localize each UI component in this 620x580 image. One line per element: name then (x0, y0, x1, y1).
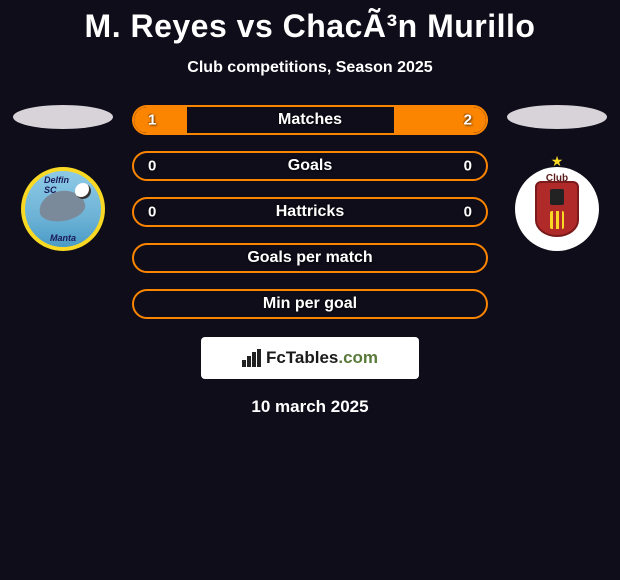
stat-bar: Goals per match (132, 243, 488, 273)
bar-chart-icon (242, 349, 262, 367)
left-player-silhouette (13, 105, 113, 129)
widget-root: M. Reyes vs ChacÃ³n Murillo Club competi… (0, 0, 620, 417)
right-club-badge: Club ★ (515, 167, 599, 251)
right-player-col: Club ★ (502, 105, 612, 251)
stat-value-left: 1 (148, 112, 156, 129)
left-player-col: Delfin SC Manta (8, 105, 118, 251)
stats-column: 1 2 Matches 0 0 Goals 0 0 Hattricks Goals per mat… (118, 105, 502, 319)
brand-text-suffix: .com (338, 348, 378, 367)
stat-value-right: 2 (464, 112, 472, 129)
stat-label: Goals per match (247, 249, 372, 267)
comparison-title: M. Reyes vs ChacÃ³n Murillo (0, 8, 620, 45)
date-line: 10 march 2025 (0, 397, 620, 417)
stat-bar: 0 0 Goals (132, 151, 488, 181)
comparison-subtitle: Club competitions, Season 2025 (0, 59, 620, 77)
brand-text: FcTables.com (266, 348, 378, 368)
brand-text-main: FcTables (266, 348, 338, 367)
main-row: Delfin SC Manta 1 2 Matches 0 0 Goals 0 0 Hattri… (0, 105, 620, 319)
stat-label: Goals (288, 157, 332, 175)
star-icon: ★ (551, 153, 564, 170)
stat-fill-left (134, 107, 187, 133)
stat-label: Matches (278, 111, 342, 129)
stat-value-left: 0 (148, 204, 156, 221)
stat-fill-right (394, 107, 486, 133)
left-club-name-bot: Manta (50, 233, 76, 243)
stat-bar: Min per goal (132, 289, 488, 319)
stat-value-right: 0 (464, 158, 472, 175)
stat-label: Hattricks (276, 203, 344, 221)
brand-watermark[interactable]: FcTables.com (201, 337, 419, 379)
stat-bar: 1 2 Matches (132, 105, 488, 135)
stat-bar: 0 0 Hattricks (132, 197, 488, 227)
left-club-badge: Delfin SC Manta (21, 167, 105, 251)
shield-icon (535, 181, 579, 237)
ball-icon (75, 183, 91, 199)
right-player-silhouette (507, 105, 607, 129)
stat-value-right: 0 (464, 204, 472, 221)
stat-label: Min per goal (263, 295, 357, 313)
stat-value-left: 0 (148, 158, 156, 175)
